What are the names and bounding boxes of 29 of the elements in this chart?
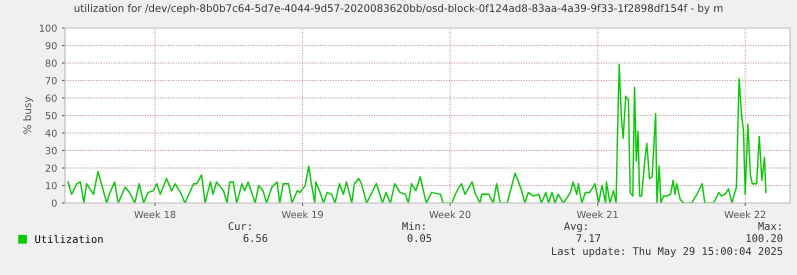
line-series bbox=[67, 64, 767, 203]
text: Min: bbox=[402, 222, 424, 230]
text: 0.05 bbox=[408, 234, 432, 242]
y-tick-label: 20 bbox=[46, 164, 57, 172]
text: Max: bbox=[758, 222, 780, 230]
y-tick-label: 0 bbox=[52, 199, 57, 207]
y-tick-label: 80 bbox=[46, 59, 57, 67]
y-axis-title: % busy bbox=[23, 96, 34, 134]
x-tick-label: Week 19 bbox=[282, 210, 323, 218]
y-tick-label: 30 bbox=[46, 146, 57, 154]
text: 100.20 bbox=[746, 234, 782, 242]
y-tick-label: 40 bbox=[45, 129, 57, 137]
text: Cur: bbox=[228, 222, 250, 230]
chart-title: utilization for /dev/ceph-8b0b7c64-5d7e-4044-9d57-2020083620bb/osd-block-0f124ad8-83aa-4a39-9f33-1f2898df154f - by m bbox=[74, 4, 722, 14]
x-tick-label: Week 21 bbox=[576, 210, 618, 218]
y-tick-label: 10 bbox=[46, 182, 57, 190]
y-tick-label: 70 bbox=[46, 76, 57, 84]
x-tick-label: Week 18 bbox=[134, 210, 176, 218]
y-tick-label: 60 bbox=[46, 94, 57, 102]
y-tick-label: 50 bbox=[46, 112, 57, 120]
y-tick-label: 90 bbox=[46, 42, 57, 50]
y-tick-label: 100 bbox=[40, 24, 57, 32]
x-tick-label: Week 20 bbox=[429, 210, 471, 218]
x-tick-label: Week 22 bbox=[724, 210, 766, 218]
text: Last update: Thu May 29 15:00:04 2025 bbox=[552, 246, 782, 258]
text: 6.56 bbox=[244, 234, 268, 242]
text: 7.17 bbox=[576, 234, 600, 242]
text: Avg: bbox=[564, 222, 586, 232]
legend-label: Utilization bbox=[35, 234, 103, 244]
